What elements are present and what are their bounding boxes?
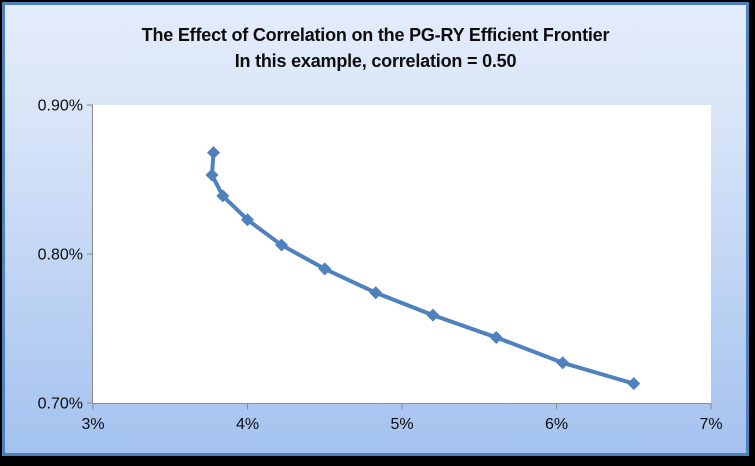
x-axis-tick-label: 7%: [699, 416, 722, 433]
data-point-marker: [627, 377, 641, 391]
data-point-marker: [241, 213, 254, 227]
data-point-marker: [489, 330, 503, 344]
x-axis-tick-label: 4%: [236, 416, 259, 433]
data-point-marker: [369, 286, 383, 300]
x-axis-tick-label: 5%: [390, 416, 413, 433]
chart-title-block: The Effect of Correlation on the PG-RY E…: [5, 22, 746, 74]
x-axis-tick-label: 6%: [545, 416, 568, 433]
chart-frame: The Effect of Correlation on the PG-RY E…: [2, 2, 749, 456]
y-axis-tick-label: 0.80%: [38, 247, 83, 264]
data-point-marker: [274, 238, 288, 252]
data-point-marker: [556, 356, 570, 370]
data-point-marker: [207, 146, 221, 160]
y-axis-tick-label: 0.70%: [38, 396, 83, 413]
data-point-marker: [426, 308, 440, 322]
plot-canvas: 0.70% 0.80% 0.90% 3% 4% 5% 6% 7%: [38, 98, 723, 434]
y-axis-tick-label: 0.90%: [38, 98, 83, 115]
x-axis-tick-label: 3%: [81, 416, 104, 433]
data-point-marker: [205, 168, 219, 182]
chart-title: The Effect of Correlation on the PG-RY E…: [141, 25, 610, 45]
chart-subtitle: In this example, correlation = 0.50: [234, 51, 517, 71]
plot-area: [93, 105, 711, 403]
data-point-marker: [216, 189, 230, 203]
data-point-marker: [318, 262, 332, 276]
